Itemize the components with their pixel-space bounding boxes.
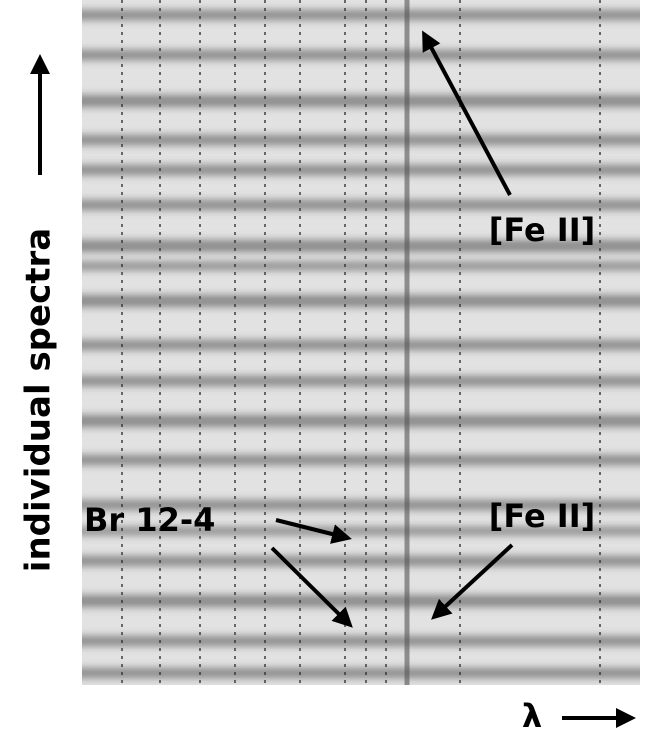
annotation: [Fe II] — [489, 211, 595, 249]
y-axis-label: individual spectra — [19, 228, 59, 572]
x-axis-label: λ — [522, 697, 542, 733]
annotation: [Fe II] — [489, 497, 595, 535]
annotation-arrows — [30, 30, 636, 728]
annotation: Br 12-4 — [84, 501, 215, 539]
spectral-image — [82, 0, 640, 685]
